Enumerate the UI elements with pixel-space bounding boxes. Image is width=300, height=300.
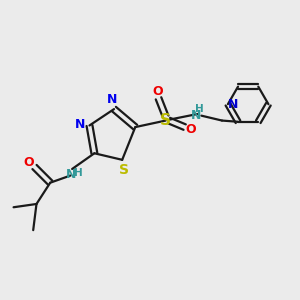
Text: O: O bbox=[152, 85, 163, 98]
Text: H: H bbox=[74, 168, 82, 178]
Text: N: N bbox=[228, 98, 238, 111]
Text: N: N bbox=[191, 109, 202, 122]
Text: S: S bbox=[119, 163, 129, 177]
Text: H: H bbox=[195, 104, 203, 114]
Text: S: S bbox=[160, 113, 171, 128]
Text: O: O bbox=[185, 123, 196, 136]
Text: N: N bbox=[66, 168, 76, 182]
Text: O: O bbox=[23, 156, 34, 169]
Text: N: N bbox=[107, 93, 118, 106]
Text: N: N bbox=[75, 118, 86, 131]
